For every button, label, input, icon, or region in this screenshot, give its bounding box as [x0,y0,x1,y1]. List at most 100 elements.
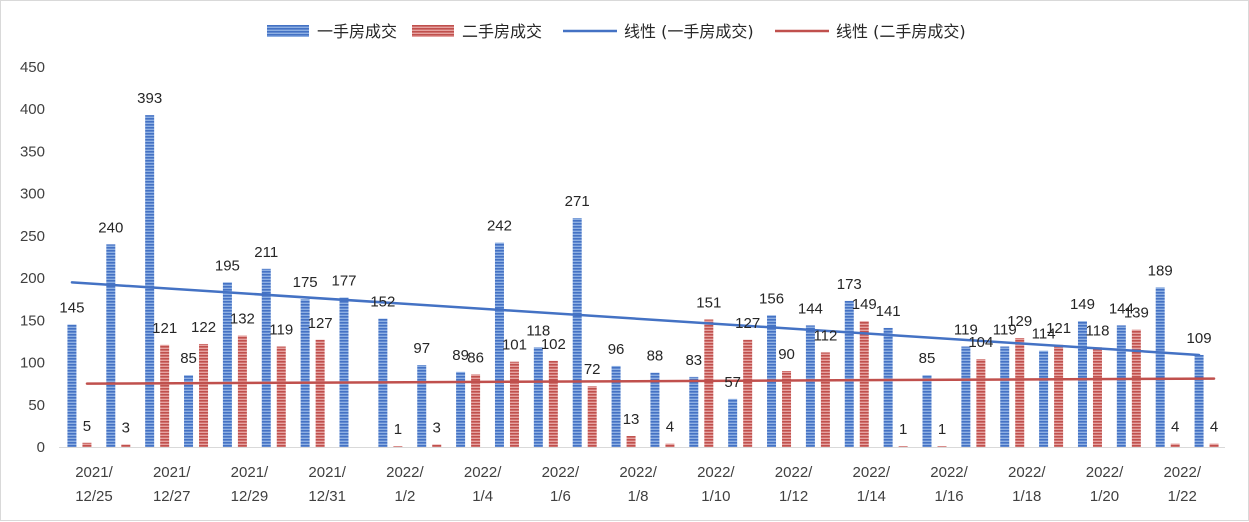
x-axis: 2021/12/25 2021/12/27 2021/12/29 2021/12/31… [59,447,1225,505]
y-axis: 0 50 100 150 200 250 300 350 400 450 [20,59,45,456]
trendlines [70,281,1216,385]
data-label-new-home: 109 [1187,330,1212,347]
data-label-new-home: 145 [59,300,84,317]
bar-new-home [494,242,504,447]
x-tick-label: 2022/ [464,464,502,481]
data-label-new-home: 118 [526,322,550,339]
data-label-second-hand: 86 [467,349,484,366]
trendline-second-hand [85,377,1216,385]
data-label-new-home: 96 [608,341,625,358]
legend: 一手房成交 二手房成交 线性 (一手房成交) 线性 (二手房成交) [267,22,966,41]
bar-new-home [844,300,854,447]
y-tick-label: 0 [37,439,45,456]
data-label-second-hand: 1 [899,421,907,438]
bar-new-home [689,376,699,447]
bar-second-hand [1131,329,1141,447]
data-label-new-home: 114 [1032,326,1056,343]
bar-second-hand [1170,443,1180,447]
data-label-new-home: 152 [370,294,395,311]
bar-new-home [67,324,77,447]
x-tick-label: 1/6 [550,488,571,505]
trendline-new-home [70,281,1201,357]
bar-new-home [1000,346,1010,447]
x-tick-label: 2022/ [542,464,580,481]
data-label-second-hand: 151 [696,294,721,311]
data-label-second-hand: 72 [584,361,601,378]
x-tick-label: 12/29 [231,488,269,505]
data-label-new-home: 156 [759,290,784,307]
bar-second-hand [509,361,519,447]
bar-second-hand [276,346,286,447]
bar-second-hand [315,339,325,447]
data-label-new-home: 144 [798,300,823,317]
bar-second-hand [432,444,442,447]
bar-new-home [1077,321,1087,447]
x-tick-label: 1/14 [857,488,886,505]
data-label-new-home: 85 [180,350,197,367]
y-tick-label: 50 [28,397,45,414]
bar-second-hand [160,344,170,447]
bar-new-home [611,365,621,447]
bar-second-hand [587,386,597,447]
bar-second-hand [859,321,869,447]
data-label-new-home: 149 [1070,296,1095,313]
y-tick-label: 450 [20,59,45,76]
bar-new-home [572,218,582,447]
bar-second-hand [937,446,947,447]
bar-new-home [922,375,932,447]
bar-second-hand [743,339,753,447]
data-label-second-hand: 149 [852,296,877,313]
data-label-second-hand: 102 [541,336,566,353]
bar-second-hand [548,360,558,447]
data-label-new-home: 57 [724,374,741,391]
legend-swatch [267,25,309,37]
data-label-new-home: 242 [487,218,512,235]
data-label-second-hand: 4 [1171,419,1179,436]
x-tick-label: 2022/ [619,464,657,481]
legend-item-second-hand: 二手房成交 [412,22,542,41]
data-label-new-home: 189 [1148,262,1173,279]
data-label-second-hand: 122 [191,319,216,336]
y-tick-label: 150 [20,312,45,329]
bar-second-hand [1015,338,1025,447]
x-tick-label: 2022/ [1163,464,1201,481]
legend-swatch [412,25,454,37]
bar-new-home [300,299,310,447]
bar-new-home [728,398,738,447]
data-label-second-hand: 104 [968,334,993,351]
y-tick-label: 400 [20,101,45,118]
x-tick-label: 1/16 [934,488,963,505]
x-tick-label: 2021/ [231,464,269,481]
bar-new-home [805,325,815,447]
bar-new-home [261,268,271,447]
data-label-second-hand: 127 [735,315,760,332]
x-tick-label: 1/10 [701,488,730,505]
bar-new-home [339,297,349,447]
bar-second-hand [1092,347,1102,447]
y-tick-label: 100 [20,355,45,372]
data-label-new-home: 119 [954,322,978,339]
bar-second-hand [976,359,986,447]
legend-item-trend-second-hand: 线性 (二手房成交) [775,22,966,41]
bar-second-hand [782,371,792,447]
data-label-second-hand: 4 [1210,419,1218,436]
bar-new-home [1039,350,1049,447]
bar-new-home [417,365,427,447]
data-label-second-hand: 13 [623,411,640,428]
data-label-new-home: 85 [919,350,936,367]
bars [67,115,1219,447]
y-tick-label: 350 [20,143,45,160]
bar-second-hand [393,446,403,447]
legend-item-new-home: 一手房成交 [267,22,397,41]
bar-new-home [533,347,543,447]
bar-second-hand [626,436,636,447]
data-label-second-hand: 3 [433,419,441,436]
legend-label: 二手房成交 [462,22,542,41]
data-label-second-hand: 112 [813,327,837,344]
x-tick-label: 2021/ [75,464,113,481]
x-tick-label: 2022/ [1086,464,1124,481]
bar-second-hand [121,444,131,447]
y-tick-label: 200 [20,270,45,287]
data-label-new-home: 83 [685,352,702,369]
legend-label: 线性 (二手房成交) [836,22,966,41]
